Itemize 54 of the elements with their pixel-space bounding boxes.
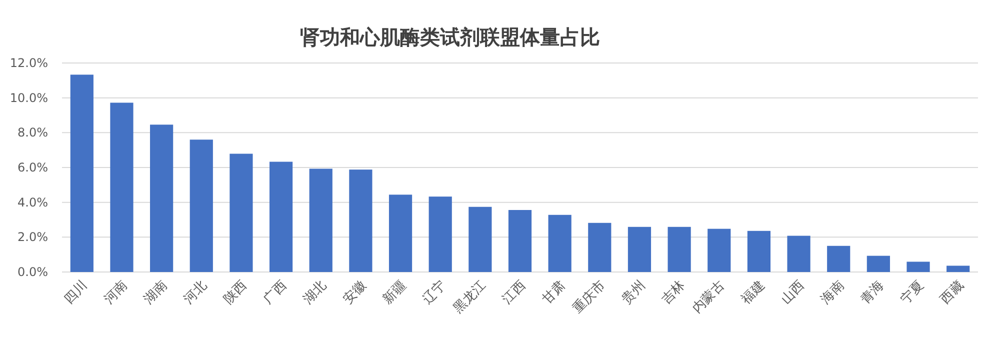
x-tick-label: 福建 bbox=[738, 278, 768, 308]
x-tick-label: 辽宁 bbox=[419, 278, 450, 308]
y-tick-label: 12.0% bbox=[10, 56, 48, 70]
bar bbox=[508, 210, 532, 272]
bar bbox=[628, 226, 652, 272]
x-tick-label: 黑龙江 bbox=[450, 278, 489, 316]
x-tick-label: 湖南 bbox=[141, 278, 170, 308]
y-tick-label: 0.0% bbox=[18, 265, 48, 279]
x-tick-label: 湖北 bbox=[300, 278, 330, 308]
x-tick-label: 陕西 bbox=[221, 278, 250, 308]
bar bbox=[190, 140, 213, 272]
x-tick-label: 广西 bbox=[260, 278, 290, 308]
x-tick-label: 河北 bbox=[181, 278, 210, 308]
x-tick-label: 安徽 bbox=[340, 278, 370, 308]
y-tick-label: 4.0% bbox=[18, 195, 48, 210]
bar bbox=[269, 162, 293, 272]
bar bbox=[309, 168, 332, 272]
x-tick-label: 青海 bbox=[858, 278, 888, 308]
x-tick-label: 海南 bbox=[818, 278, 848, 308]
bar bbox=[747, 230, 771, 272]
bar bbox=[588, 222, 612, 272]
x-tick-label: 内蒙古 bbox=[690, 278, 728, 316]
x-tick-label: 四川 bbox=[62, 278, 91, 308]
x-tick-label: 江西 bbox=[500, 278, 529, 308]
bar bbox=[946, 266, 970, 272]
x-tick-label: 河南 bbox=[102, 278, 131, 308]
bar bbox=[150, 124, 174, 272]
x-tick-label: 贵州 bbox=[619, 278, 648, 308]
bar bbox=[70, 74, 94, 272]
x-tick-label: 宁夏 bbox=[897, 278, 928, 308]
x-tick-label: 山西 bbox=[778, 278, 808, 308]
bar bbox=[548, 214, 572, 272]
bar bbox=[110, 102, 134, 272]
x-tick-label: 重庆市 bbox=[570, 278, 608, 316]
bar bbox=[668, 226, 691, 272]
bar bbox=[230, 154, 253, 272]
bar bbox=[787, 236, 810, 272]
bar bbox=[866, 256, 890, 272]
bar bbox=[349, 170, 372, 272]
bar bbox=[468, 206, 492, 272]
x-tick-label: 吉林 bbox=[659, 278, 688, 308]
bar bbox=[428, 196, 452, 272]
y-tick-label: 8.0% bbox=[18, 126, 48, 140]
x-tick-label: 西藏 bbox=[938, 278, 967, 308]
bar bbox=[827, 246, 850, 272]
y-tick-label: 10.0% bbox=[10, 90, 48, 105]
x-tick-label: 新疆 bbox=[380, 278, 410, 308]
bar bbox=[906, 262, 930, 272]
bar bbox=[708, 228, 731, 272]
x-tick-label: 甘肃 bbox=[540, 278, 569, 308]
y-tick-label: 2.0% bbox=[18, 230, 48, 244]
bar bbox=[388, 194, 412, 272]
chart-title: 肾功和心肌酶类试剂联盟体量占比 bbox=[300, 25, 600, 49]
y-tick-label: 6.0% bbox=[18, 160, 48, 174]
